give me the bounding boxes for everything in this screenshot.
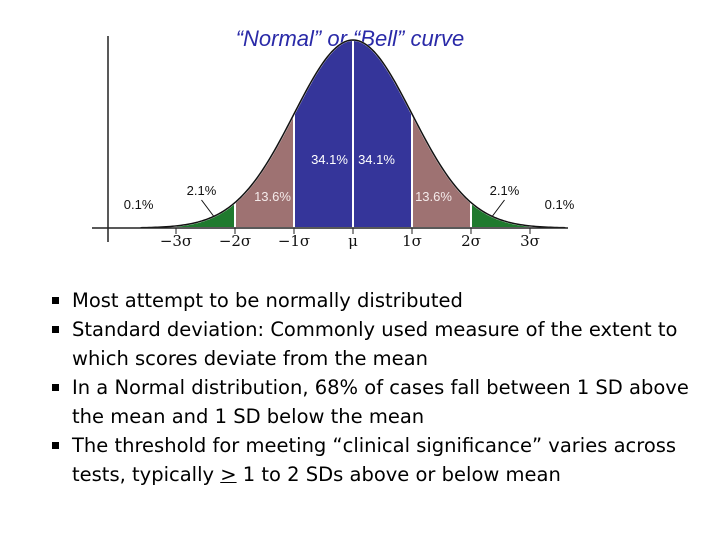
tail-percent-label: 0.1% xyxy=(124,197,154,212)
bullet-marker-icon xyxy=(52,442,59,449)
bullet-list: Most attempt to be normally distributed S… xyxy=(52,286,702,489)
bullet-item: Most attempt to be normally distributed xyxy=(52,286,702,315)
bullet-item: In a Normal distribution, 68% of cases f… xyxy=(52,373,702,431)
bullet-marker-icon xyxy=(52,326,59,333)
region-percent-label: 34.1% xyxy=(311,152,348,167)
region-percent-label: 2.1% xyxy=(187,183,217,198)
region-percent-label: 13.6% xyxy=(415,189,452,204)
label-pointer xyxy=(492,199,505,217)
x-tick-label: −1σ xyxy=(278,232,310,250)
bullet-text: Most attempt to be normally distributed xyxy=(72,289,463,312)
x-tick-label: 1σ xyxy=(402,232,422,250)
bell-curve-chart: −3σ −2σ −1σ μ 1σ 2σ 3σ 2.1% 13.6% 34.1% 34.1% 13.6%… xyxy=(92,36,575,250)
bullet-item: The threshold for meeting “clinical sign… xyxy=(52,431,702,489)
bullet-text: Standard deviation: Commonly used measur… xyxy=(72,318,678,370)
region-area xyxy=(293,38,354,229)
bullet-underlined-text: > xyxy=(220,463,237,486)
region-percent-label: 34.1% xyxy=(358,152,395,167)
bullet-text: In a Normal distribution, 68% of cases f… xyxy=(72,376,689,428)
tail-percent-label: 0.1% xyxy=(545,197,575,212)
x-tick-label: −2σ xyxy=(219,232,251,250)
x-tick-label: −3σ xyxy=(160,232,192,250)
bullet-marker-icon xyxy=(52,384,59,391)
region-percent-label: 13.6% xyxy=(254,189,291,204)
label-pointer xyxy=(201,199,214,217)
curve-line xyxy=(140,39,566,229)
x-tick-label: 3σ xyxy=(520,232,540,250)
bullet-text-continued: 1 to 2 SDs above or below mean xyxy=(236,463,561,486)
x-tick-label: 2σ xyxy=(461,232,481,250)
region-percent-label: 2.1% xyxy=(490,183,520,198)
bullet-text: The threshold for meeting “clinical sign… xyxy=(72,434,677,486)
region-area xyxy=(352,38,413,229)
x-tick-label: μ xyxy=(348,232,358,250)
bullet-item: Standard deviation: Commonly used measur… xyxy=(52,315,702,373)
bullet-marker-icon xyxy=(52,297,59,304)
